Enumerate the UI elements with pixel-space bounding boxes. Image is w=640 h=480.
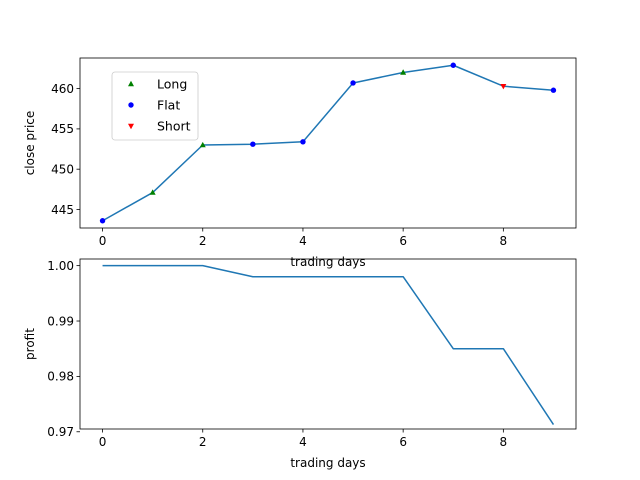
legend-label-flat: Flat	[157, 98, 180, 113]
legend-marker-long	[128, 80, 134, 87]
price-axes-frame	[79, 57, 577, 229]
profit-axes-frame	[79, 258, 577, 430]
price-x-axis-label: trading days	[290, 255, 365, 269]
price-y-tick-label: 445	[51, 203, 74, 217]
price-series-line	[102, 64, 554, 222]
price-marker-short	[500, 83, 507, 90]
profit-y-tick-label: 1.00	[47, 259, 74, 273]
price-marker-flat	[350, 80, 356, 86]
legend-label-short: Short	[157, 119, 191, 134]
price-y-axis-label: close price	[23, 111, 37, 176]
price-marker-flat	[250, 141, 256, 147]
profit-series-line	[102, 264, 555, 425]
price-chart: 0 2 4 6 8 445 450 455 460 trading days close price…	[23, 57, 577, 269]
price-marker-flat	[300, 139, 306, 145]
price-marker-flat	[450, 62, 456, 68]
profit-y-tick-label: 0.98	[47, 370, 74, 384]
legend-label-long: Long	[157, 77, 187, 92]
price-x-tick-label: 6	[399, 234, 407, 248]
legend-marker-short	[128, 123, 134, 130]
price-marker-long	[149, 189, 156, 195]
price-y-tick-label: 455	[51, 122, 74, 136]
profit-chart: 0 2 4 6 8 0.97 0.98 0.99 1.00 trading days profit	[23, 258, 577, 470]
legend-marker-flat	[128, 102, 134, 108]
price-marker-long	[199, 141, 206, 148]
price-x-tick-label: 8	[500, 234, 508, 248]
profit-x-tick-label: 8	[500, 435, 508, 449]
price-legend: Long Flat Short	[111, 71, 199, 141]
price-x-tick-label: 4	[299, 234, 307, 248]
profit-x-axis-label: trading days	[290, 456, 365, 470]
profit-x-tick-label: 2	[199, 435, 207, 449]
price-marker-flat	[550, 87, 557, 93]
price-x-tick-label: 0	[99, 234, 107, 248]
profit-x-tick-label: 4	[299, 435, 307, 449]
legend-box	[111, 71, 199, 141]
price-marker-long	[400, 69, 407, 75]
profit-y-axis-label: profit	[23, 328, 37, 360]
price-y-tick-label: 450	[51, 162, 74, 176]
price-y-tick-label: 460	[51, 82, 74, 96]
profit-x-tick-label: 6	[399, 435, 407, 449]
profit-y-tick-label: 0.99	[47, 314, 74, 328]
profit-y-tick-label: 0.97	[47, 425, 74, 439]
price-x-tick-label: 2	[199, 234, 207, 248]
price-marker-flat	[99, 218, 106, 224]
profit-x-tick-label: 0	[99, 435, 107, 449]
